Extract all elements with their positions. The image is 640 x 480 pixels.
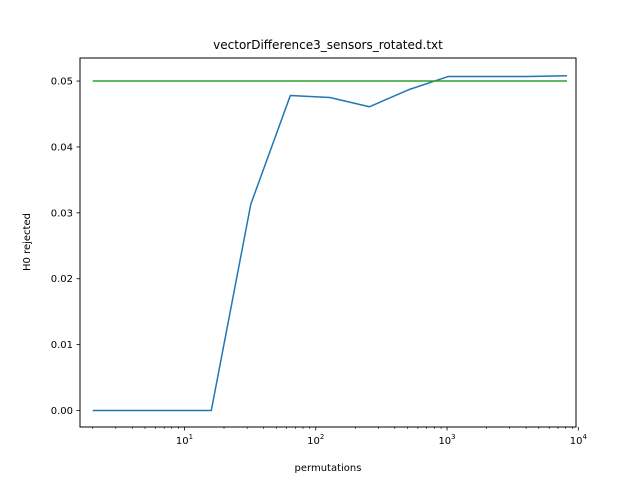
- chart-title: vectorDifference3_sensors_rotated.txt: [213, 38, 443, 52]
- y-axis: 0.00 0.01 0.02 0.03 0.04 0.05: [51, 77, 80, 417]
- x-tick-label-2: 102: [307, 433, 324, 447]
- y-tick-label-1: 0.00: [51, 406, 73, 417]
- x-axis: 101 102 103 104: [92, 427, 588, 447]
- y-tick-label-2: 0.01: [51, 340, 73, 351]
- x-axis-label: permutations: [295, 463, 362, 474]
- y-axis-label: H0 rejected: [22, 213, 33, 271]
- plot-frame: [79, 57, 577, 428]
- y-tick-label-4: 0.03: [51, 208, 73, 219]
- series-layer: [92, 75, 567, 412]
- x-tick-label-1: 101: [176, 433, 193, 447]
- y-tick-label-5: 0.04: [51, 142, 73, 153]
- series-line-1: [92, 75, 567, 412]
- y-tick-label-3: 0.02: [51, 274, 73, 285]
- x-tick-label-3: 103: [438, 433, 455, 447]
- y-tick-label-6: 0.05: [51, 77, 73, 88]
- x-tick-label-4: 104: [570, 433, 588, 447]
